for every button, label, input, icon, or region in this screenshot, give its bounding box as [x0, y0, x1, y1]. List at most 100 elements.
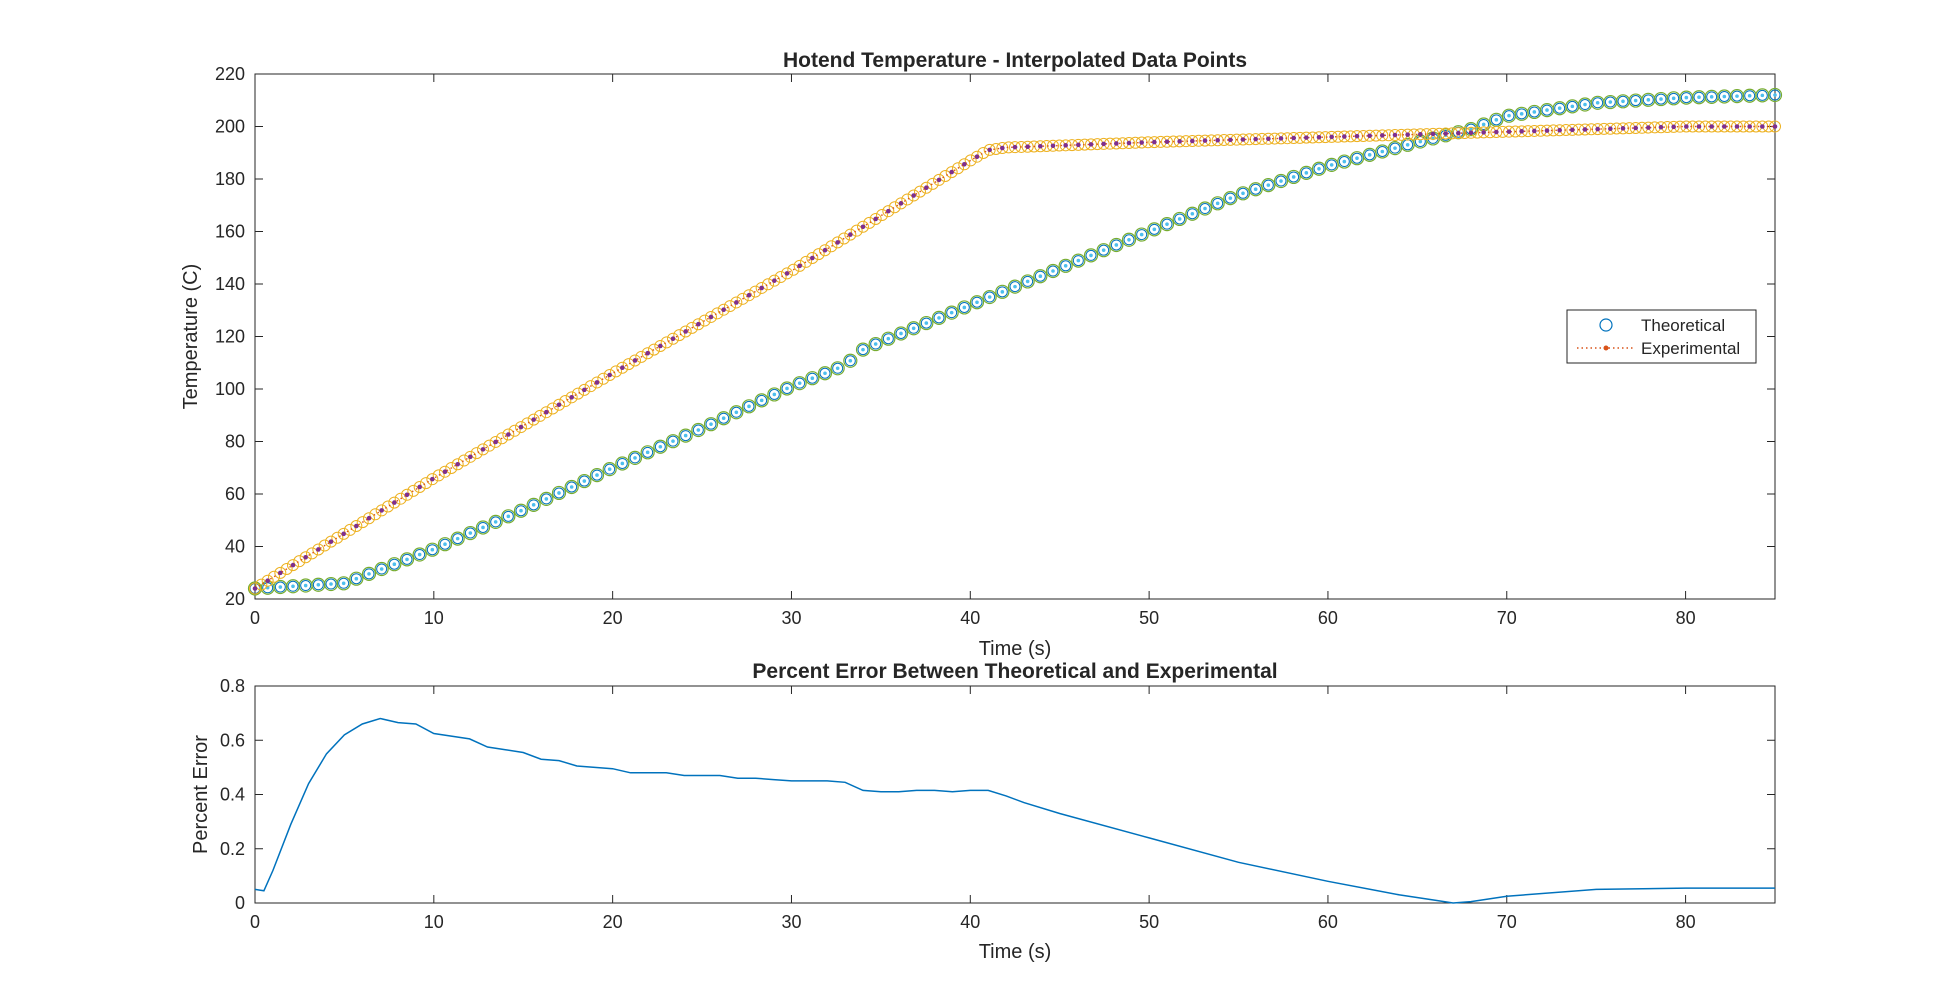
experimental-halo — [1680, 120, 1693, 133]
experimental-halo — [863, 216, 876, 229]
experimental-point — [556, 402, 562, 408]
y-tick-label: 0.4 — [220, 785, 245, 805]
theoretical-center — [1165, 222, 1169, 226]
theoretical-center — [582, 479, 587, 483]
theoretical-point — [1364, 149, 1376, 161]
experimental-halo — [977, 146, 990, 159]
experimental-point — [1202, 138, 1208, 143]
theoretical-center — [1608, 100, 1613, 104]
theoretical-point — [452, 533, 464, 545]
experimental-point — [1582, 127, 1588, 132]
y-tick-label: 0.2 — [220, 839, 245, 859]
experimental-point — [1747, 124, 1752, 129]
theoretical-point — [1072, 255, 1084, 267]
experimental-halo — [939, 170, 952, 183]
y-tick-label: 160 — [215, 222, 245, 242]
experimental-halo — [280, 562, 293, 575]
theoretical-point — [1516, 108, 1528, 120]
theoretical-halo — [1311, 161, 1327, 176]
theoretical-point — [654, 441, 666, 453]
theoretical-center — [341, 581, 346, 586]
experimental-halo — [964, 154, 977, 167]
theoretical-point — [1642, 94, 1654, 106]
theoretical-point — [1186, 208, 1198, 220]
theoretical-center — [354, 576, 359, 581]
experimental-halo — [350, 520, 363, 533]
theoretical-point — [996, 286, 1008, 298]
experimental-point — [734, 300, 739, 305]
temperature-plot: 0 10 20 30 40 50 60 70 80 20 40 60 80 100 120 140 160 180… — [180, 49, 1783, 660]
theoretical-halo — [1147, 222, 1162, 237]
experimental-halo — [635, 350, 648, 363]
theoretical-point — [439, 538, 451, 550]
theoretical-halo — [1020, 274, 1035, 289]
theoretical-point — [1554, 102, 1566, 114]
theoretical-point — [642, 446, 654, 458]
theoretical-halo — [1172, 211, 1187, 227]
theoretical-halo — [855, 342, 871, 357]
theoretical-center — [810, 376, 815, 381]
theoretical-center — [1405, 143, 1410, 147]
experimental-halo — [888, 201, 901, 214]
theoretical-point — [1655, 93, 1667, 105]
theoretical-point — [933, 312, 945, 324]
theoretical-point — [515, 505, 527, 517]
theoretical-point — [1098, 244, 1110, 256]
experimental-point — [1658, 124, 1664, 130]
experimental-halo — [781, 267, 793, 280]
theoretical-halo — [729, 405, 744, 420]
experimental-point — [404, 492, 410, 498]
chart-title: Hotend Temperature - Interpolated Data P… — [783, 49, 1247, 72]
theoretical-center — [1114, 243, 1119, 247]
theoretical-point — [578, 475, 590, 487]
theoretical-center — [1697, 95, 1701, 100]
y-tick-label: 180 — [215, 169, 245, 189]
experimental-point — [848, 232, 853, 237]
theoretical-series — [247, 87, 1783, 596]
experimental-halo — [648, 343, 660, 356]
theoretical-center — [823, 371, 827, 376]
experimental-point — [1342, 134, 1347, 139]
experimental-halo — [502, 428, 515, 441]
theoretical-center — [645, 450, 650, 455]
experimental-point — [1608, 126, 1613, 132]
theoretical-halo — [539, 491, 554, 506]
theoretical-point — [604, 463, 616, 475]
theoretical-center — [1709, 95, 1714, 99]
experimental-halo — [546, 402, 559, 415]
experimental-point — [670, 336, 676, 341]
theoretical-halo — [716, 411, 731, 426]
x-axis-label: Time (s) — [979, 941, 1052, 963]
theoretical-center — [899, 331, 903, 336]
theoretical-center — [569, 485, 574, 489]
y-tick-label: 20 — [225, 589, 245, 609]
experimental-point — [1088, 142, 1094, 147]
experimental-halo — [730, 296, 743, 309]
experimental-halo — [1021, 140, 1034, 153]
theoretical-point — [1300, 167, 1312, 179]
theoretical-halo — [1033, 269, 1048, 284]
experimental-series — [249, 120, 1781, 595]
experimental-point — [594, 380, 600, 385]
theoretical-point — [692, 424, 704, 436]
theoretical-halo — [703, 417, 719, 432]
experimental-halo — [261, 574, 274, 587]
theoretical-point — [1009, 281, 1021, 293]
theoretical-halo — [349, 571, 364, 586]
experimental-halo — [1224, 133, 1237, 146]
experimental-halo — [388, 496, 401, 509]
experimental-point — [316, 547, 321, 552]
experimental-point — [328, 539, 334, 544]
theoretical-point — [984, 291, 996, 303]
theoretical-halo — [1299, 165, 1314, 180]
theoretical-center — [1545, 108, 1549, 112]
experimental-halo — [705, 310, 717, 323]
experimental-halo — [375, 504, 388, 517]
theoretical-point — [1668, 92, 1680, 104]
experimental-point — [430, 476, 435, 482]
experimental-point — [746, 292, 752, 298]
experimental-halo — [800, 255, 812, 268]
x-tick-label: 40 — [960, 912, 980, 932]
theoretical-point — [1769, 89, 1781, 101]
